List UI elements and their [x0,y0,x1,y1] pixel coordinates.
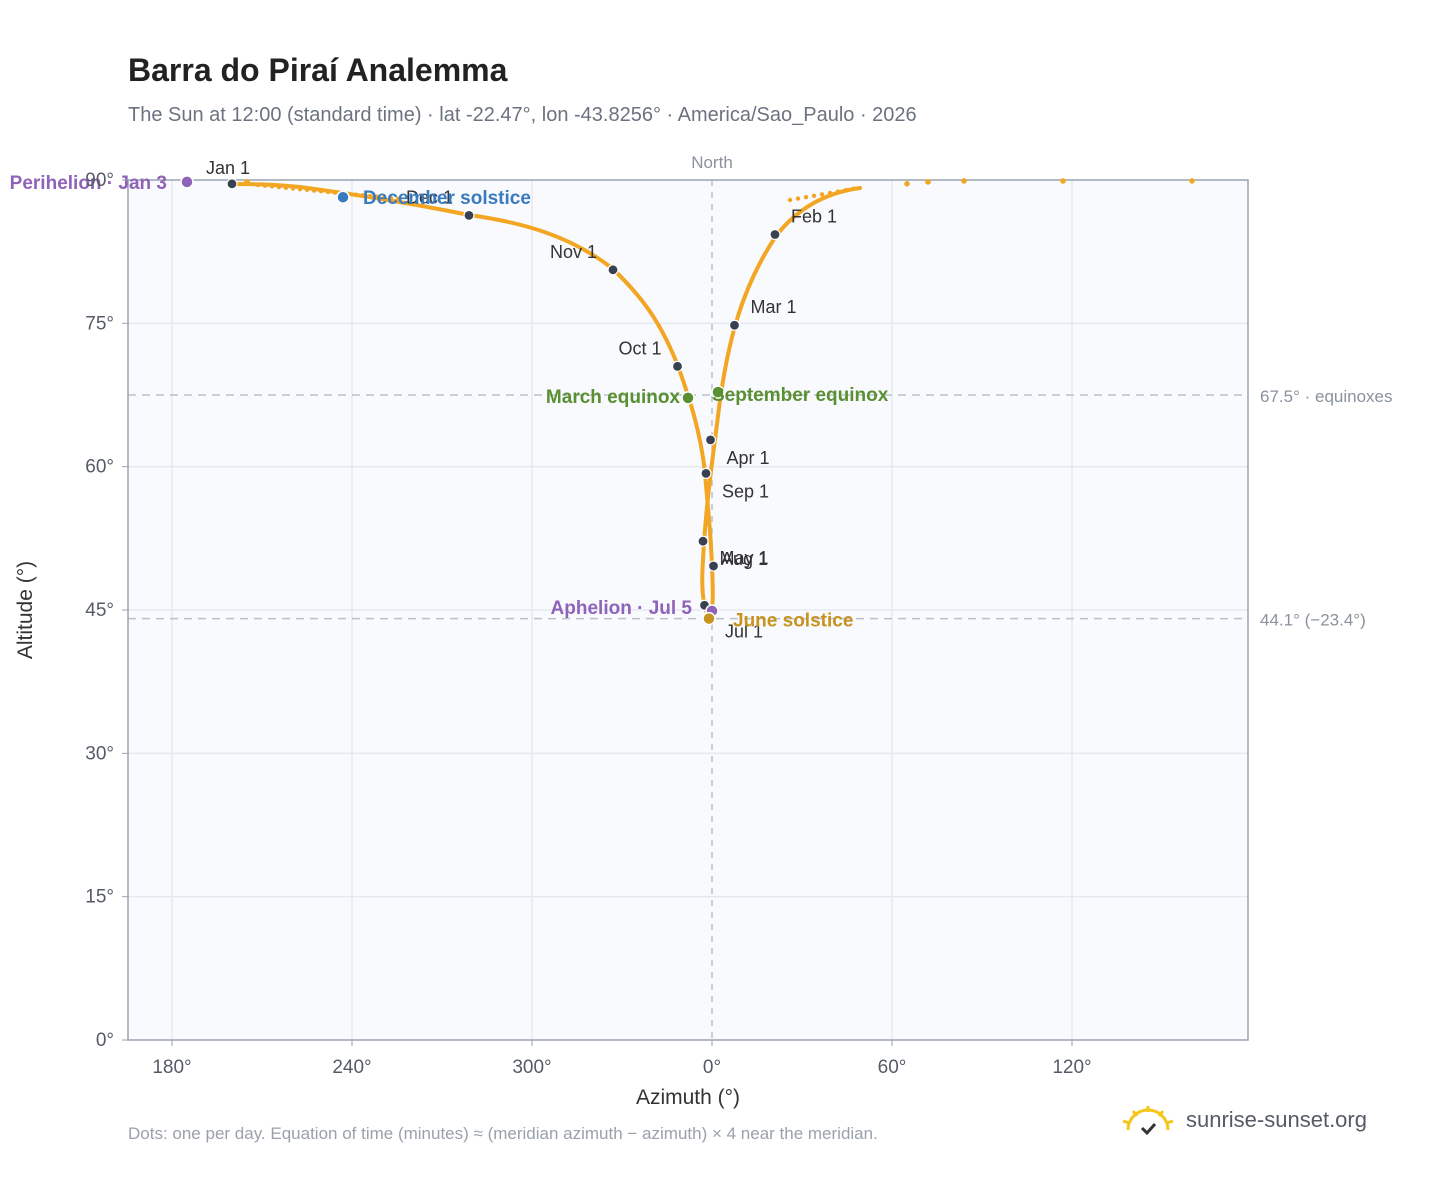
event-marker-label: Aphelion · Jul 5 [551,598,693,619]
analemma-curve [228,178,1195,622]
x-tick-label: 300° [512,1057,551,1078]
daily-dot [283,185,289,190]
month-marker-label: Mar 1 [751,297,797,317]
event-marker-label: September equinox [712,385,889,406]
daily-dot [353,192,359,197]
daily-dot [325,189,331,195]
daily-dot [374,194,380,199]
month-marker-label: Dec 1 [406,187,453,207]
daily-dot [297,186,303,192]
x-tick-label: 240° [332,1057,371,1078]
x-tick-label: 0° [703,1057,721,1078]
y-tick-label: 15° [85,887,114,908]
event-markers: Perihelion · Jan 3 December solstice March… [10,173,889,632]
daily-dot [904,181,910,187]
analemma-curve-line [228,182,778,622]
daily-dot [269,184,275,189]
brand-name: sunrise-sunset.org [1186,1107,1367,1132]
daily-dot [395,196,401,202]
month-marker-label: Apr 1 [727,448,770,468]
daily-dot [819,192,825,197]
reference-line-label: 67.5° · equinoxes [1260,387,1393,406]
month-marker-label: Feb 1 [791,206,837,226]
daily-dot [843,187,849,193]
daily-dot [367,193,373,199]
y-tick-label: 90° [85,170,114,191]
daily-dot [787,197,793,203]
month-marker-dot [671,360,684,372]
daily-dot [803,194,809,200]
month-marker-dot [226,178,238,190]
month-marker-label: Oct 1 [618,338,661,358]
event-marker-label: Perihelion · Jan 3 [10,173,167,194]
y-tick-label: 30° [85,743,114,764]
analemma-curve-line [774,186,862,238]
month-marker-label: Aug 1 [721,549,768,569]
daily-dot [388,195,394,201]
daily-dot [1189,178,1195,184]
footnote: Dots: one per day. Equation of time (min… [128,1124,878,1143]
month-marker-label: Jul 1 [725,622,763,642]
y-tick-label: 0° [96,1030,114,1051]
grid-lines [128,180,1248,1040]
month-marker-dot [463,209,475,221]
daily-dot [381,195,387,200]
x-tick-label: 60° [878,1057,907,1078]
y-tick-label: 75° [85,313,114,334]
month-marker-label: Jan 1 [206,158,250,178]
event-marker-dot [711,385,725,399]
month-markers: Jan 1 Feb 1 Mar 1 Apr 1 May 1 Jul 1 Aug 1 Sep 1… [206,158,837,642]
month-marker-label: Nov 1 [550,242,597,262]
daily-dot [851,186,857,191]
month-marker-dot [728,319,741,331]
daily-dot [276,184,282,190]
daily-dot [262,183,268,188]
event-marker-dot [702,611,716,626]
reference-line-label: 44.1° (−23.4°) [1260,611,1366,630]
chart-title: Barra do Piraí Analemma [128,52,508,88]
x-tick-label: 120° [1052,1057,1091,1078]
axes: 0° 15° 30° 45° 60° 75° 90° 180° 240° 300° 0° 60° 120… [85,170,1091,1078]
daily-dot [925,179,931,185]
event-marker-label: March equinox [546,387,681,408]
daily-dot [827,190,833,196]
event-marker-dot [681,391,695,405]
daily-dot [304,187,310,193]
month-marker-dot [769,228,781,241]
sun-logo-icon [1122,1106,1174,1136]
month-marker-dot [697,535,709,547]
daily-dot [961,178,967,184]
month-marker-label: May 1 [720,548,769,568]
daily-dot [360,193,366,198]
y-tick-label: 60° [85,457,114,478]
daily-dot [290,186,296,191]
month-marker-dot [700,467,712,479]
month-marker-dot [707,560,720,572]
y-tick-label: 45° [85,600,114,621]
daily-dot [311,188,317,193]
month-marker-label: Sep 1 [722,481,769,501]
daily-dot [244,179,250,185]
brand: sunrise-sunset.org [1120,1104,1367,1136]
month-marker-dot [607,264,619,276]
daily-dot [1060,178,1066,184]
event-marker-dot [336,190,350,204]
event-marker-label: December solstice [363,188,531,209]
daily-dot [255,182,261,188]
chart-subtitle: The Sun at 12:00 (standard time) · lat -… [128,104,917,126]
month-marker-dot [704,434,717,446]
daily-dot [835,189,841,194]
daily-dot [811,193,817,198]
x-tick-label: 180° [152,1057,191,1078]
daily-dot [318,189,324,194]
daily-dot [332,190,338,195]
event-marker-dot [180,175,194,189]
event-marker-label: June solstice [733,611,853,632]
y-axis-label: Altitude (°) [14,561,37,659]
daily-dot [795,196,801,201]
north-label: North [691,153,733,172]
x-axis-label: Azimuth (°) [636,1086,740,1109]
